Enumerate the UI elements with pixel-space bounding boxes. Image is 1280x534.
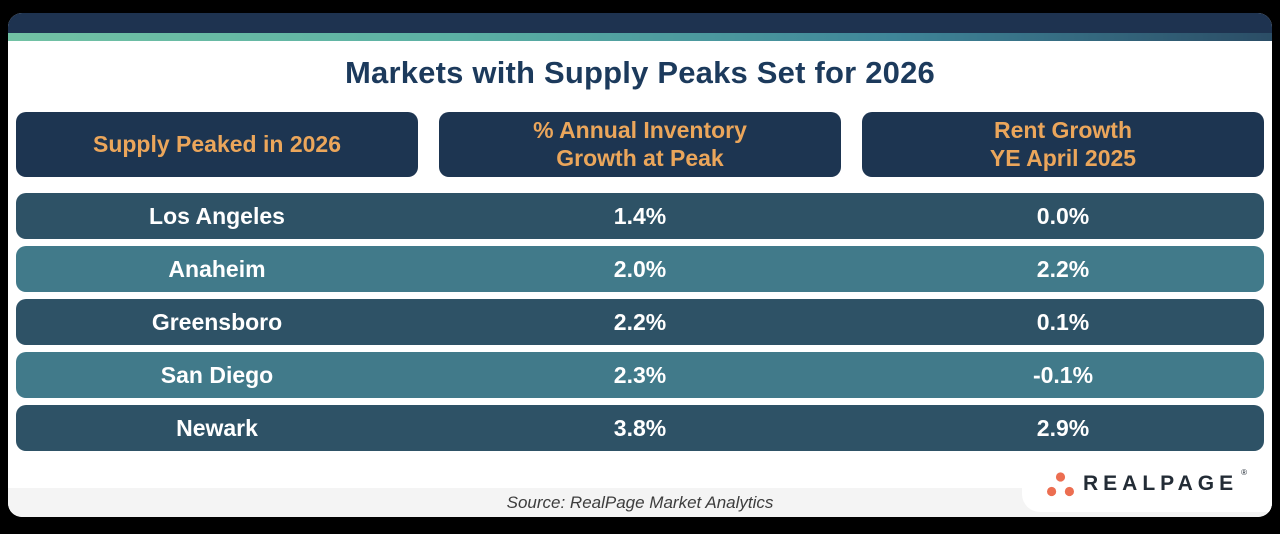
realpage-logo: REALPAGE ® xyxy=(1022,456,1272,512)
top-navy-bar xyxy=(8,13,1272,33)
table-row: Greensboro 2.2% 0.1% xyxy=(16,299,1264,345)
column-header-label: YE April 2025 xyxy=(989,144,1137,171)
accent-gradient-stripe xyxy=(8,33,1272,41)
column-header-market: Supply Peaked in 2026 xyxy=(16,112,418,177)
source-text: Source: RealPage Market Analytics xyxy=(506,492,774,512)
market-cell: Greensboro xyxy=(151,308,283,335)
page-title: Markets with Supply Peaks Set for 2026 xyxy=(345,55,935,90)
registered-trademark-icon: ® xyxy=(1241,468,1248,477)
inventory-growth-cell: 2.0% xyxy=(613,255,667,282)
rent-growth-cell: 2.2% xyxy=(1036,255,1090,282)
inventory-growth-cell: 1.4% xyxy=(613,202,667,229)
table-row: Anaheim 2.0% 2.2% xyxy=(16,246,1264,292)
inventory-growth-cell: 2.2% xyxy=(613,308,667,335)
column-header-label: Rent Growth xyxy=(994,116,1132,143)
market-cell: Los Angeles xyxy=(149,202,285,229)
market-cell: San Diego xyxy=(160,361,274,388)
table-row: Newark 3.8% 2.9% xyxy=(16,405,1264,451)
column-header-inventory-growth: % Annual Inventory Growth at Peak xyxy=(439,112,841,177)
market-cell: Anaheim xyxy=(168,255,266,282)
column-header-label: Growth at Peak xyxy=(556,144,724,171)
rent-growth-cell: -0.1% xyxy=(1032,361,1094,388)
realpage-logo-text: REALPAGE xyxy=(1082,472,1239,495)
infographic-card: Markets with Supply Peaks Set for 2026 S… xyxy=(8,13,1272,517)
market-cell: Newark xyxy=(176,414,258,441)
inventory-growth-cell: 3.8% xyxy=(613,414,667,441)
table-header-row: Supply Peaked in 2026 % Annual Inventory… xyxy=(8,112,1272,177)
column-header-label: Supply Peaked in 2026 xyxy=(92,130,341,157)
table-body: Los Angeles 1.4% 0.0% Anaheim 2.0% 2.2% … xyxy=(8,193,1272,451)
column-header-label: % Annual Inventory xyxy=(533,116,747,143)
rent-growth-cell: 0.0% xyxy=(1036,202,1090,229)
realpage-logo-dots-icon xyxy=(1046,471,1074,496)
table-row: San Diego 2.3% -0.1% xyxy=(16,352,1264,398)
rent-growth-cell: 0.1% xyxy=(1036,308,1090,335)
rent-growth-cell: 2.9% xyxy=(1036,414,1090,441)
inventory-growth-cell: 2.3% xyxy=(613,361,667,388)
column-header-rent-growth: Rent Growth YE April 2025 xyxy=(862,112,1264,177)
table-row: Los Angeles 1.4% 0.0% xyxy=(16,193,1264,239)
